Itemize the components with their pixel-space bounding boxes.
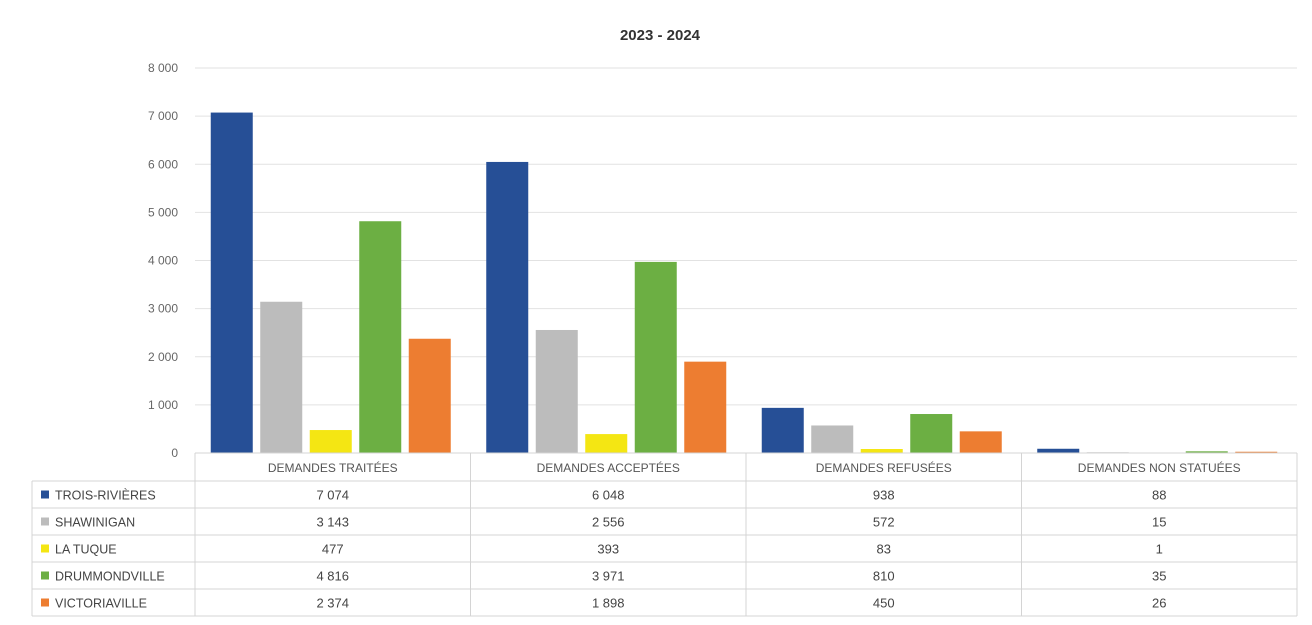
series-name: TROIS-RIVIÈRES [55,488,156,503]
bar [260,301,303,453]
y-tick-label: 5 000 [148,205,178,219]
chart-title: 2023 - 2024 [620,27,701,44]
bar [860,449,903,453]
category-label: DEMANDES NON STATUÉES [1078,460,1241,475]
data-label: 1 [1156,542,1163,557]
bar [761,407,804,453]
bar [811,425,854,453]
y-tick-label: 1 000 [148,398,178,412]
data-label: 15 [1152,515,1166,530]
y-tick-label: 4 000 [148,254,178,268]
bar [910,414,953,453]
data-label: 88 [1152,488,1166,503]
bar [535,329,578,453]
data-label: 572 [873,515,895,530]
series-name: SHAWINIGAN [55,516,135,530]
category-label: DEMANDES ACCEPTÉES [537,460,680,475]
data-label: 7 074 [316,488,349,503]
data-label: 4 816 [316,569,349,584]
data-label: 83 [877,542,891,557]
series-name: LA TUQUE [55,543,117,557]
data-label: 1 898 [592,596,625,611]
legend-key [41,517,49,526]
bar [684,361,727,453]
y-tick-label: 7 000 [148,109,178,123]
legend-key [41,544,49,553]
bar [486,161,529,453]
bar [408,338,451,453]
bar [1037,448,1080,453]
y-tick-label: 8 000 [148,61,178,75]
data-label: 2 556 [592,515,625,530]
bar [1235,451,1278,453]
y-tick-label: 6 000 [148,157,178,171]
bar [959,431,1002,453]
bar [210,112,253,453]
data-label: 3 143 [316,515,349,530]
data-label: 35 [1152,569,1166,584]
data-label: 26 [1152,596,1166,611]
category-label: DEMANDES REFUSÉES [816,460,952,475]
data-label: 2 374 [316,596,349,611]
y-tick-label: 0 [171,446,178,460]
y-axis-ticks: 0 1 000 2 000 3 000 4 000 5 000 6 000 7 000 8 00… [148,61,178,460]
y-tick-label: 2 000 [148,350,178,364]
data-label: 3 971 [592,569,625,584]
category-label: DEMANDES TRAITÉES [268,460,398,475]
legend-key [41,598,49,607]
data-label: 6 048 [592,488,625,503]
data-label: 477 [322,542,344,557]
legend-key [41,490,49,499]
legend-key [41,571,49,580]
bars [210,112,1278,453]
data-table: DEMANDES TRAITÉES DEMANDES ACCEPTÉES DEMAN… [31,452,1298,617]
data-label: 393 [597,542,619,557]
data-label: 810 [873,569,895,584]
bar [585,434,628,453]
bar [1185,451,1228,453]
series-name: DRUMMONDVILLE [55,570,165,584]
bar [359,221,402,453]
series-name: VICTORIAVILLE [55,597,147,611]
bar [309,430,352,453]
y-tick-label: 3 000 [148,302,178,316]
data-label: 938 [873,488,895,503]
data-label: 450 [873,596,895,611]
bar [634,261,677,453]
